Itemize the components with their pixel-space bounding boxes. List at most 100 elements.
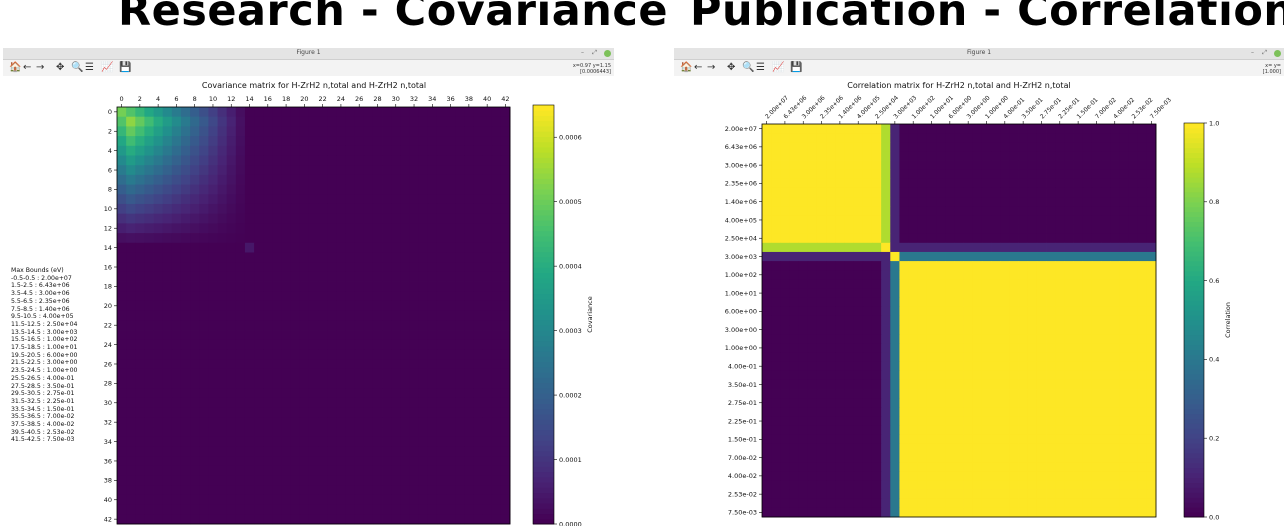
heatmap-cell	[1128, 306, 1139, 317]
colorbar-segment	[533, 277, 554, 284]
heatmap-cell	[226, 504, 237, 515]
heatmap-cell	[853, 215, 864, 225]
heatmap-cell	[117, 203, 127, 215]
heatmap-cell	[199, 126, 209, 137]
heatmap-cell	[400, 252, 410, 263]
heatmap-cell	[226, 310, 237, 321]
back-icon[interactable]: ←	[694, 62, 703, 73]
heatmap-cell	[327, 233, 337, 244]
edit-axes-icon[interactable]: 📈	[101, 62, 114, 73]
heatmap-cell	[862, 215, 873, 225]
heatmap-cell	[473, 456, 483, 467]
y-tick-label: 2.50e+04	[725, 235, 757, 243]
heatmap-cell	[299, 165, 310, 176]
zoom-icon[interactable]: 🔍	[742, 62, 755, 73]
heatmap-cell	[400, 388, 410, 399]
heatmap-cell	[180, 145, 191, 156]
minimize-icon[interactable]: –	[581, 49, 584, 56]
heatmap-cell	[816, 133, 827, 143]
pan-icon[interactable]: ✥	[56, 62, 65, 73]
close-icon[interactable]	[1274, 50, 1281, 57]
heatmap-cell	[1110, 279, 1120, 289]
save-icon[interactable]: 💾	[790, 62, 803, 73]
heatmap-cell	[500, 165, 511, 176]
heatmap-cell	[780, 261, 790, 271]
maximize-icon[interactable]: ⤢	[592, 49, 597, 56]
heatmap-cell	[327, 213, 337, 224]
zoom-icon[interactable]: 🔍	[71, 62, 84, 73]
configure-icon[interactable]: ☰	[756, 62, 765, 73]
heatmap-cell	[391, 300, 401, 312]
heatmap-cell	[254, 475, 264, 486]
heatmap-cell	[1009, 498, 1019, 509]
minimize-icon[interactable]: –	[1251, 49, 1254, 56]
heatmap-cell	[500, 436, 511, 447]
left-figure-window: Figure 1 – ⤢ x=0.97 y=1.15 [0.0006443] 🏠…	[3, 48, 614, 526]
heatmap-cell	[171, 203, 182, 215]
heatmap-cell	[180, 291, 191, 302]
heatmap-cell	[235, 310, 246, 321]
heatmap-cell	[144, 136, 154, 147]
heatmap-cell	[899, 142, 909, 152]
heatmap-cell	[899, 370, 909, 381]
heatmap-cell	[126, 136, 136, 147]
heatmap-cell	[308, 320, 319, 331]
heatmap-cell	[208, 281, 218, 292]
heatmap-cell	[500, 184, 511, 195]
colorbar-label: Covariance	[586, 296, 594, 333]
heatmap-cell	[354, 116, 365, 127]
heatmap-cell	[190, 194, 200, 205]
heatmap-cell	[418, 310, 429, 321]
heatmap-cell	[798, 443, 809, 454]
heatmap-cell	[871, 334, 882, 344]
heatmap-cell	[945, 398, 955, 408]
heatmap-cell	[1137, 187, 1148, 198]
heatmap-cell	[226, 233, 237, 244]
left-window-titlebar[interactable]: Figure 1 – ⤢	[3, 48, 614, 60]
right-window-titlebar[interactable]: Figure 1 – ⤢	[674, 48, 1284, 60]
heatmap-cell	[272, 504, 282, 515]
colorbar-segment	[1184, 216, 1204, 222]
heatmap-cell	[816, 507, 827, 518]
heatmap-cell	[299, 456, 310, 467]
heatmap-cell	[345, 281, 356, 292]
edit-axes-icon[interactable]: 📈	[772, 62, 785, 73]
heatmap-cell	[1110, 288, 1120, 299]
heatmap-cell	[409, 514, 420, 525]
colorbar-segment	[533, 162, 554, 169]
y-tick-label: 0	[108, 108, 112, 116]
forward-icon[interactable]: →	[707, 62, 716, 73]
heatmap-cell	[1101, 261, 1111, 271]
heatmap-cell	[1101, 370, 1111, 381]
configure-icon[interactable]: ☰	[85, 62, 94, 73]
home-icon[interactable]: 🏠	[680, 62, 693, 73]
heatmap-cell	[436, 281, 447, 292]
save-icon[interactable]: 💾	[119, 62, 132, 73]
maximize-icon[interactable]: ⤢	[1262, 49, 1267, 56]
heatmap-cell	[1137, 434, 1148, 445]
heatmap-cell	[263, 145, 273, 156]
back-icon[interactable]: ←	[23, 62, 32, 73]
heatmap-cell	[208, 203, 218, 215]
close-icon[interactable]	[604, 50, 611, 57]
heatmap-cell	[208, 165, 218, 176]
heatmap-cell	[1000, 160, 1010, 171]
heatmap-cell	[244, 465, 255, 476]
heatmap-cell	[1073, 160, 1084, 171]
forward-icon[interactable]: →	[36, 62, 45, 73]
home-icon[interactable]: 🏠	[9, 62, 22, 73]
heatmap-cell	[208, 427, 218, 438]
heatmap-cell	[464, 494, 474, 506]
heatmap-cell	[1055, 343, 1065, 353]
heatmap-cell	[144, 436, 154, 447]
pan-icon[interactable]: ✥	[727, 62, 736, 73]
heatmap-cell	[844, 361, 855, 372]
heatmap-cell	[400, 281, 410, 292]
heatmap-cell	[226, 155, 237, 166]
heatmap-cell	[871, 151, 882, 161]
heatmap-cell	[899, 489, 909, 500]
heatmap-cell	[153, 514, 164, 525]
heatmap-cell	[318, 339, 328, 350]
heatmap-cell	[144, 339, 154, 350]
heatmap-cell	[217, 465, 228, 476]
